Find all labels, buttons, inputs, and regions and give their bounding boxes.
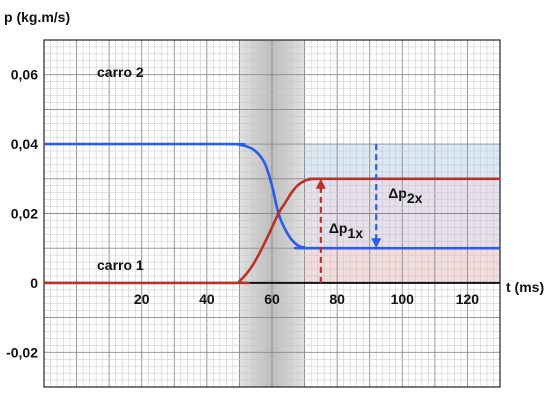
x-tick-label: 80 [329,291,345,307]
series-layer [43,142,501,285]
y-tick-label: 0,06 [11,67,38,83]
series-label-carro-1: carro 1 [97,257,144,273]
axes: 20 40 60 80 100 120 -0,02 0 0,02 0,04 0,06 [6,39,501,388]
y-tick-label: 0,02 [11,206,38,222]
series-line-carro-1 [43,177,500,285]
x-tick-label: 20 [134,291,150,307]
grid [43,39,501,388]
x-tick-label: 40 [199,291,215,307]
y-tick-label: 0 [30,275,38,291]
plot-frame [43,39,501,388]
annotation-arrowhead-1 [371,238,382,249]
series-line-carro-2 [43,142,501,250]
y-tick-label: 0,04 [11,136,38,152]
annotation-label-1: Δp2x [388,185,422,206]
y-tick-label: -0,02 [6,344,38,360]
annotation-arrowhead-0 [315,178,326,189]
x-tick-label: 100 [391,291,415,307]
x-tick-label: 60 [264,291,280,307]
x-axis-label: t (ms) [506,279,544,295]
x-tick-label: 120 [456,291,480,307]
labels: p (kg.m/s) t (ms) carro 2 carro 1 [4,9,544,295]
y-axis-label: p (kg.m/s) [4,9,70,25]
series-label-carro-2: carro 2 [97,64,144,80]
annotations: Δp1x Δp2x [315,144,423,283]
annotation-label-0: Δp1x [329,220,363,241]
